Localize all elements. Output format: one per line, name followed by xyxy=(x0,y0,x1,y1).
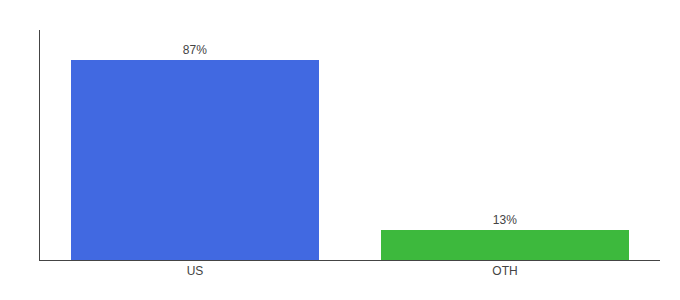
svg-text:87%: 87% xyxy=(183,43,207,57)
svg-text:13%: 13% xyxy=(493,213,517,227)
svg-text:OTH: OTH xyxy=(492,264,517,278)
svg-text:US: US xyxy=(187,264,204,278)
